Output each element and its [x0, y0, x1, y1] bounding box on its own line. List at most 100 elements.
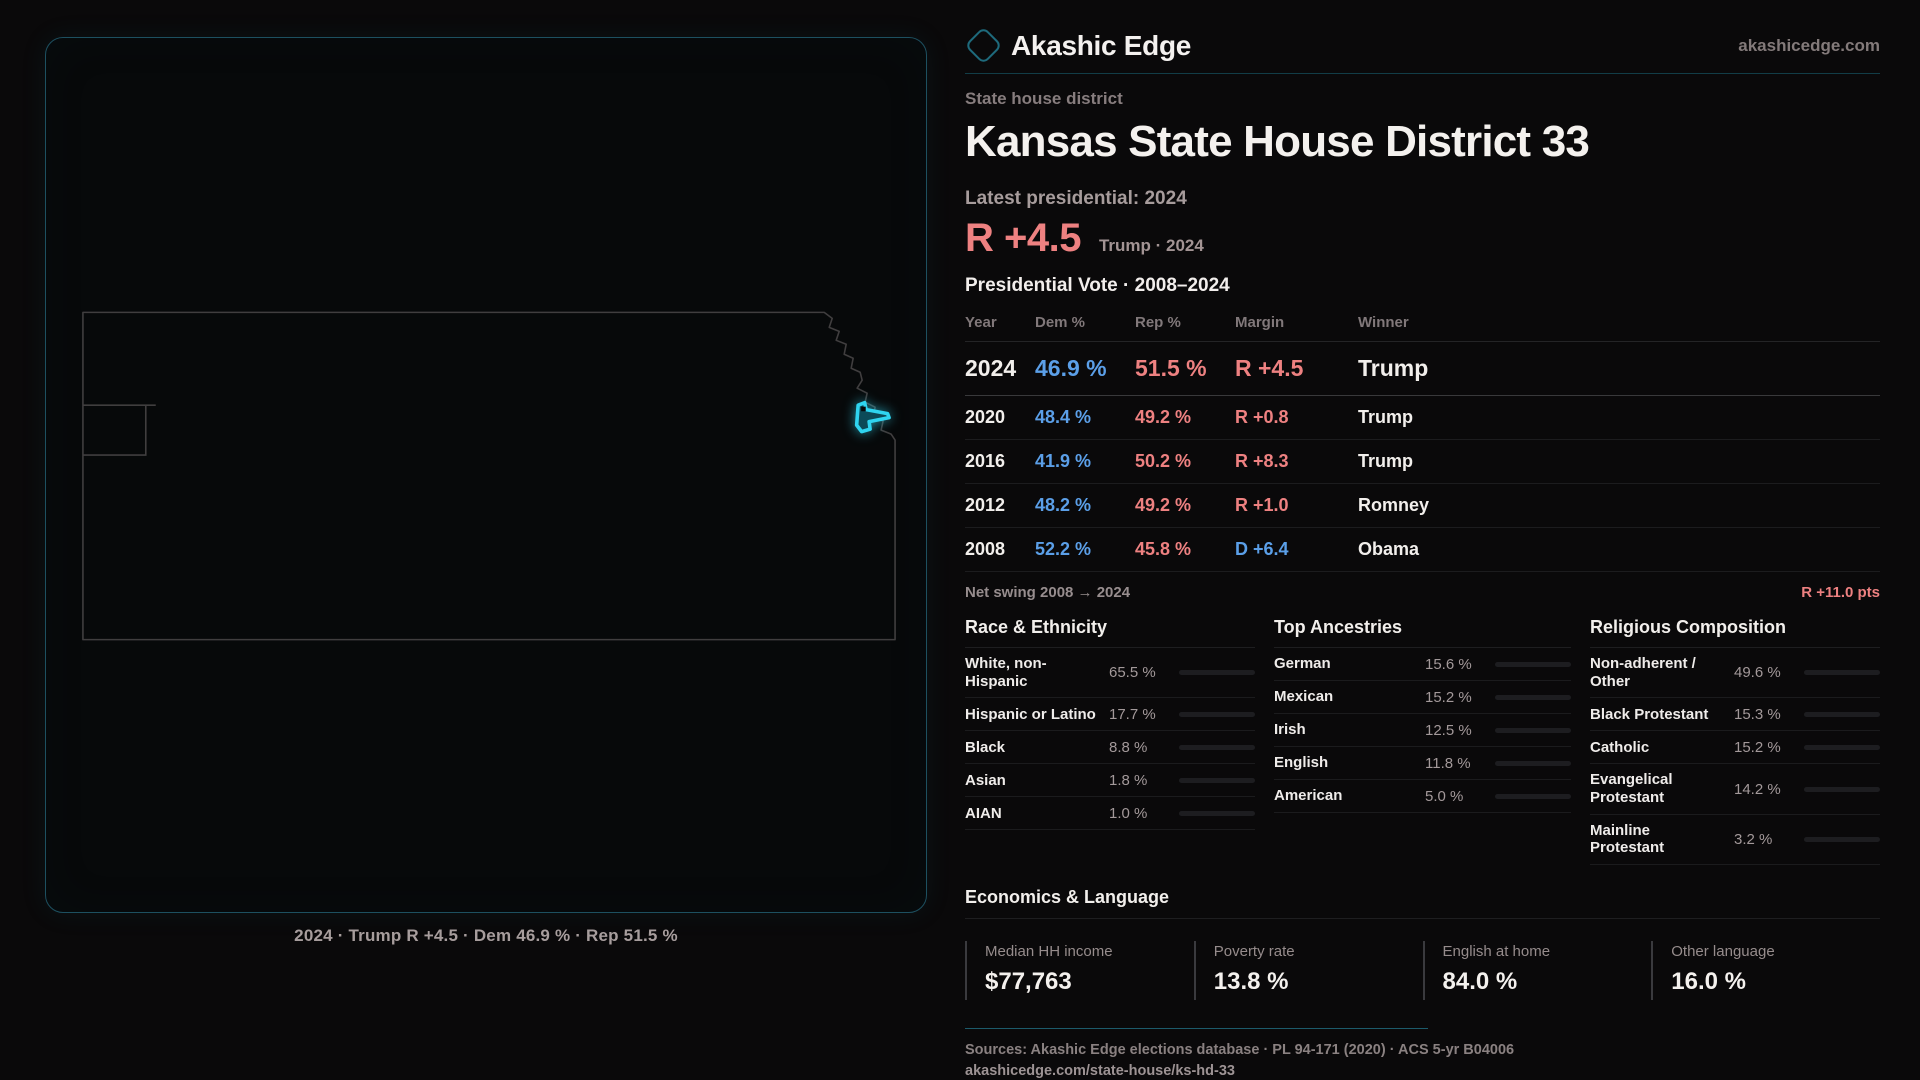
row-year: 2012	[965, 495, 1006, 515]
bar-track	[1495, 760, 1571, 766]
demo-row: Irish 12.5 %	[1274, 714, 1571, 747]
demo-value: 1.0 %	[1109, 804, 1148, 822]
demo-label: Catholic	[1590, 738, 1650, 756]
demo-label: Black	[965, 738, 1006, 756]
site-domain-link[interactable]: akashicedge.com	[1738, 35, 1880, 55]
col-winner: Winner	[1358, 314, 1409, 331]
district-map-panel	[45, 37, 927, 913]
map-caption: 2024 · Trump R +4.5 · Dem 46.9 % · Rep 5…	[294, 926, 678, 945]
demo-label: Mainline Protestant	[1590, 821, 1665, 857]
row-dem-pct: 46.9 %	[1035, 355, 1107, 381]
table-row: 2020 48.4 % 49.2 % R +0.8 Trump	[965, 396, 1880, 440]
demo-label: Non-adherent / Other	[1590, 655, 1696, 690]
col-rep: Rep %	[1135, 314, 1181, 331]
header-bar: Akashic Edge akashicedge.com	[964, 26, 1880, 65]
vote-table-title: Presidential Vote · 2008–2024	[965, 275, 1230, 296]
demo-value: 14.2 %	[1734, 780, 1781, 798]
demo-label: Hispanic or Latino	[965, 705, 1096, 723]
stat-value: 13.8 %	[1213, 968, 1289, 996]
district-inner-notch	[861, 406, 866, 412]
demo-row: Catholic 15.2 %	[1590, 731, 1880, 765]
demo-label: Asian	[965, 771, 1006, 789]
bar-track	[1179, 670, 1255, 676]
bar-track	[1495, 727, 1571, 733]
demo-value: 15.3 %	[1734, 705, 1781, 723]
footer-divider	[965, 1028, 1428, 1030]
brand-name: Akashic Edge	[1011, 29, 1192, 61]
section-title: Race & Ethnicity	[965, 617, 1255, 648]
demo-row: AIAN 1.0 %	[965, 797, 1255, 831]
demo-row: German 15.6 %	[1274, 648, 1571, 681]
reference-district-outline	[82, 404, 156, 456]
bar-track	[1179, 777, 1255, 783]
stat-value: $77,763	[985, 968, 1072, 996]
stat-card: Median HH income $77,763	[965, 941, 1194, 1001]
demo-value: 49.6 %	[1734, 664, 1781, 682]
bar-track	[1179, 711, 1255, 717]
demo-value: 3.2 %	[1734, 830, 1773, 848]
district-type-label: State house district	[965, 89, 1123, 108]
table-row: 2008 52.2 % 45.8 % D +6.4 Obama	[965, 528, 1880, 572]
row-dem-pct: 52.2 %	[1035, 539, 1092, 559]
demo-row: Mexican 15.2 %	[1274, 681, 1571, 714]
row-dem-pct: 48.2 %	[1035, 495, 1092, 515]
row-rep-pct: 50.2 %	[1135, 451, 1192, 471]
demo-label: Evangelical Protestant	[1590, 771, 1673, 807]
bar-track	[1804, 836, 1880, 842]
bar-track	[1179, 810, 1255, 816]
stat-label: Poverty rate	[1213, 943, 1295, 961]
demo-value: 65.5 %	[1109, 664, 1156, 682]
row-year: 2020	[965, 407, 1006, 427]
row-dem-pct: 41.9 %	[1035, 451, 1092, 471]
permalink[interactable]: akashicedge.com/state-house/ks-hd-33	[965, 1063, 1235, 1080]
stat-card: Other language 16.0 %	[1651, 941, 1880, 1001]
row-winner: Trump	[1358, 407, 1414, 427]
col-dem: Dem %	[1035, 314, 1086, 331]
row-winner: Trump	[1358, 355, 1429, 381]
demo-value: 15.2 %	[1425, 688, 1472, 706]
bar-track	[1495, 694, 1571, 700]
demo-value: 15.2 %	[1734, 738, 1781, 756]
demo-row: Evangelical Protestant 14.2 %	[1590, 764, 1880, 815]
demo-row: Asian 1.8 %	[965, 764, 1255, 798]
row-winner: Trump	[1358, 451, 1414, 471]
row-rep-pct: 51.5 %	[1135, 355, 1207, 381]
col-margin: Margin	[1235, 314, 1285, 331]
margin-detail: Trump · 2024	[1098, 236, 1204, 255]
economics-stats: Median HH income $77,763 Poverty rate 13…	[965, 941, 1880, 1001]
demo-label: German	[1274, 655, 1331, 673]
bar-track	[1804, 786, 1880, 792]
row-margin: R +0.8	[1235, 407, 1289, 427]
header-divider	[965, 73, 1880, 74]
demo-row: Non-adherent / Other 49.6 %	[1590, 648, 1880, 699]
sources-text: Sources: Akashic Edge elections database…	[965, 1042, 1515, 1059]
bar-track	[1495, 793, 1571, 799]
stat-label: Other language	[1671, 943, 1775, 961]
stat-card: Poverty rate 13.8 %	[1193, 941, 1423, 1001]
demo-label: English	[1274, 754, 1329, 772]
table-row: 2024 46.9 % 51.5 % R +4.5 Trump	[965, 342, 1880, 396]
bar-track	[1804, 744, 1880, 750]
stat-value: 16.0 %	[1671, 968, 1746, 996]
demo-row: Black Protestant 15.3 %	[1590, 698, 1880, 732]
row-winner: Romney	[1358, 495, 1430, 515]
page-title: Kansas State House District 33	[965, 117, 1590, 166]
row-rep-pct: 49.2 %	[1135, 495, 1192, 515]
demo-label: Black Protestant	[1590, 705, 1709, 723]
demo-value: 8.8 %	[1109, 738, 1148, 756]
col-year: Year	[965, 314, 997, 331]
demo-label: Mexican	[1274, 688, 1334, 706]
headline-margin: R +4.5 Trump · 2024	[965, 216, 1880, 261]
row-margin: R +8.3	[1235, 451, 1289, 471]
row-winner: Obama	[1358, 539, 1420, 559]
row-margin: D +6.4	[1235, 539, 1289, 559]
row-margin: R +4.5	[1235, 355, 1304, 381]
bar-track	[1804, 711, 1880, 717]
row-margin: R +1.0	[1235, 495, 1289, 515]
ancestries-column: Top Ancestries German 15.6 % Mexican 15.…	[1274, 617, 1571, 865]
section-title: Top Ancestries	[1274, 617, 1571, 648]
demo-value: 15.6 %	[1425, 655, 1472, 673]
demo-row: Mainline Protestant 3.2 %	[1590, 815, 1880, 866]
margin-value: R +4.5	[965, 216, 1081, 260]
